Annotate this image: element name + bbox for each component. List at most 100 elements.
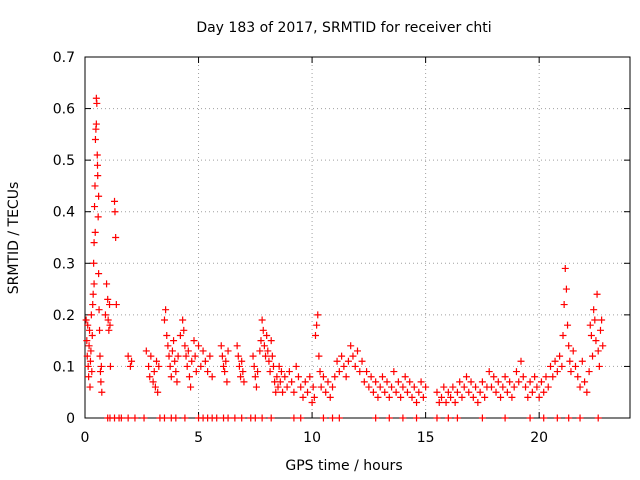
data-point	[385, 414, 393, 422]
data-point	[188, 357, 196, 365]
data-point	[506, 378, 514, 386]
data-point	[394, 378, 402, 386]
data-point	[586, 321, 594, 329]
data-point	[93, 151, 101, 159]
data-point	[562, 285, 570, 293]
data-point	[240, 378, 248, 386]
data-point	[142, 347, 150, 355]
data-point	[91, 182, 99, 190]
data-point	[206, 352, 214, 360]
data-point	[593, 290, 601, 298]
data-point	[176, 331, 184, 339]
data-point	[549, 373, 557, 381]
data-point	[213, 414, 221, 422]
data-point	[319, 373, 327, 381]
data-point	[587, 331, 595, 339]
data-point	[290, 414, 298, 422]
data-point	[487, 383, 495, 391]
data-point	[406, 378, 414, 386]
data-point	[83, 337, 91, 345]
plot-frame	[84, 56, 631, 419]
data-point	[277, 368, 285, 376]
data-point	[153, 357, 161, 365]
data-point	[197, 362, 205, 370]
y-tick-label: 0.6	[53, 102, 75, 118]
data-point	[249, 352, 257, 360]
data-point	[89, 290, 97, 298]
data-point	[86, 326, 94, 334]
data-point	[317, 383, 325, 391]
data-point	[329, 383, 337, 391]
data-point	[165, 352, 173, 360]
data-point	[376, 383, 384, 391]
data-point	[126, 362, 134, 370]
data-point	[547, 362, 555, 370]
data-point	[164, 342, 172, 350]
data-point	[288, 378, 296, 386]
data-point	[422, 383, 430, 391]
data-point	[97, 362, 105, 370]
data-point	[326, 393, 334, 401]
data-point	[403, 388, 411, 396]
data-point	[89, 301, 97, 309]
data-point	[98, 388, 106, 396]
data-point	[190, 337, 198, 345]
data-point	[184, 347, 192, 355]
data-point	[535, 393, 543, 401]
y-tick-label: 0.5	[53, 153, 75, 169]
data-point	[356, 368, 364, 376]
grid-lines	[85, 57, 630, 418]
data-point	[494, 378, 502, 386]
data-point	[182, 352, 190, 360]
data-point	[160, 316, 168, 324]
x-tick-label: 10	[303, 430, 321, 446]
data-point	[497, 393, 505, 401]
data-point	[93, 99, 101, 107]
data-point	[560, 301, 568, 309]
data-point	[517, 357, 525, 365]
data-point	[185, 373, 193, 381]
data-point	[512, 368, 520, 376]
data-point	[522, 383, 530, 391]
data-point	[478, 378, 486, 386]
data-point	[147, 352, 155, 360]
data-point	[183, 362, 191, 370]
data-point	[369, 388, 377, 396]
data-point	[578, 357, 586, 365]
data-point	[540, 414, 548, 422]
x-axis-label: GPS time / hours	[285, 458, 402, 474]
x-tick-label: 15	[417, 430, 435, 446]
data-point	[347, 342, 355, 350]
data-point	[237, 373, 245, 381]
data-point	[101, 311, 109, 319]
data-point	[510, 383, 518, 391]
data-point	[105, 326, 113, 334]
data-point	[519, 373, 527, 381]
data-point	[309, 383, 317, 391]
data-point	[86, 383, 94, 391]
data-point	[131, 414, 139, 422]
y-axis-label: SRMTID / TECUs	[6, 182, 22, 295]
data-point	[508, 393, 516, 401]
data-point	[195, 342, 203, 350]
data-point	[140, 414, 148, 422]
x-tick-label: 5	[194, 430, 203, 446]
y-tick-label: 0.4	[53, 205, 75, 221]
data-point	[458, 393, 466, 401]
data-point	[181, 342, 189, 350]
y-tick-label: 0.7	[53, 50, 75, 66]
data-point	[106, 301, 114, 309]
y-tick-label: 0.2	[53, 308, 75, 324]
data-points	[82, 94, 607, 422]
data-point	[565, 342, 573, 350]
data-point	[358, 357, 366, 365]
data-point	[342, 373, 350, 381]
data-point	[566, 357, 574, 365]
data-point	[559, 331, 567, 339]
data-point	[192, 368, 200, 376]
data-point	[234, 352, 242, 360]
data-point	[221, 368, 229, 376]
data-point	[596, 326, 604, 334]
data-point	[492, 388, 500, 396]
